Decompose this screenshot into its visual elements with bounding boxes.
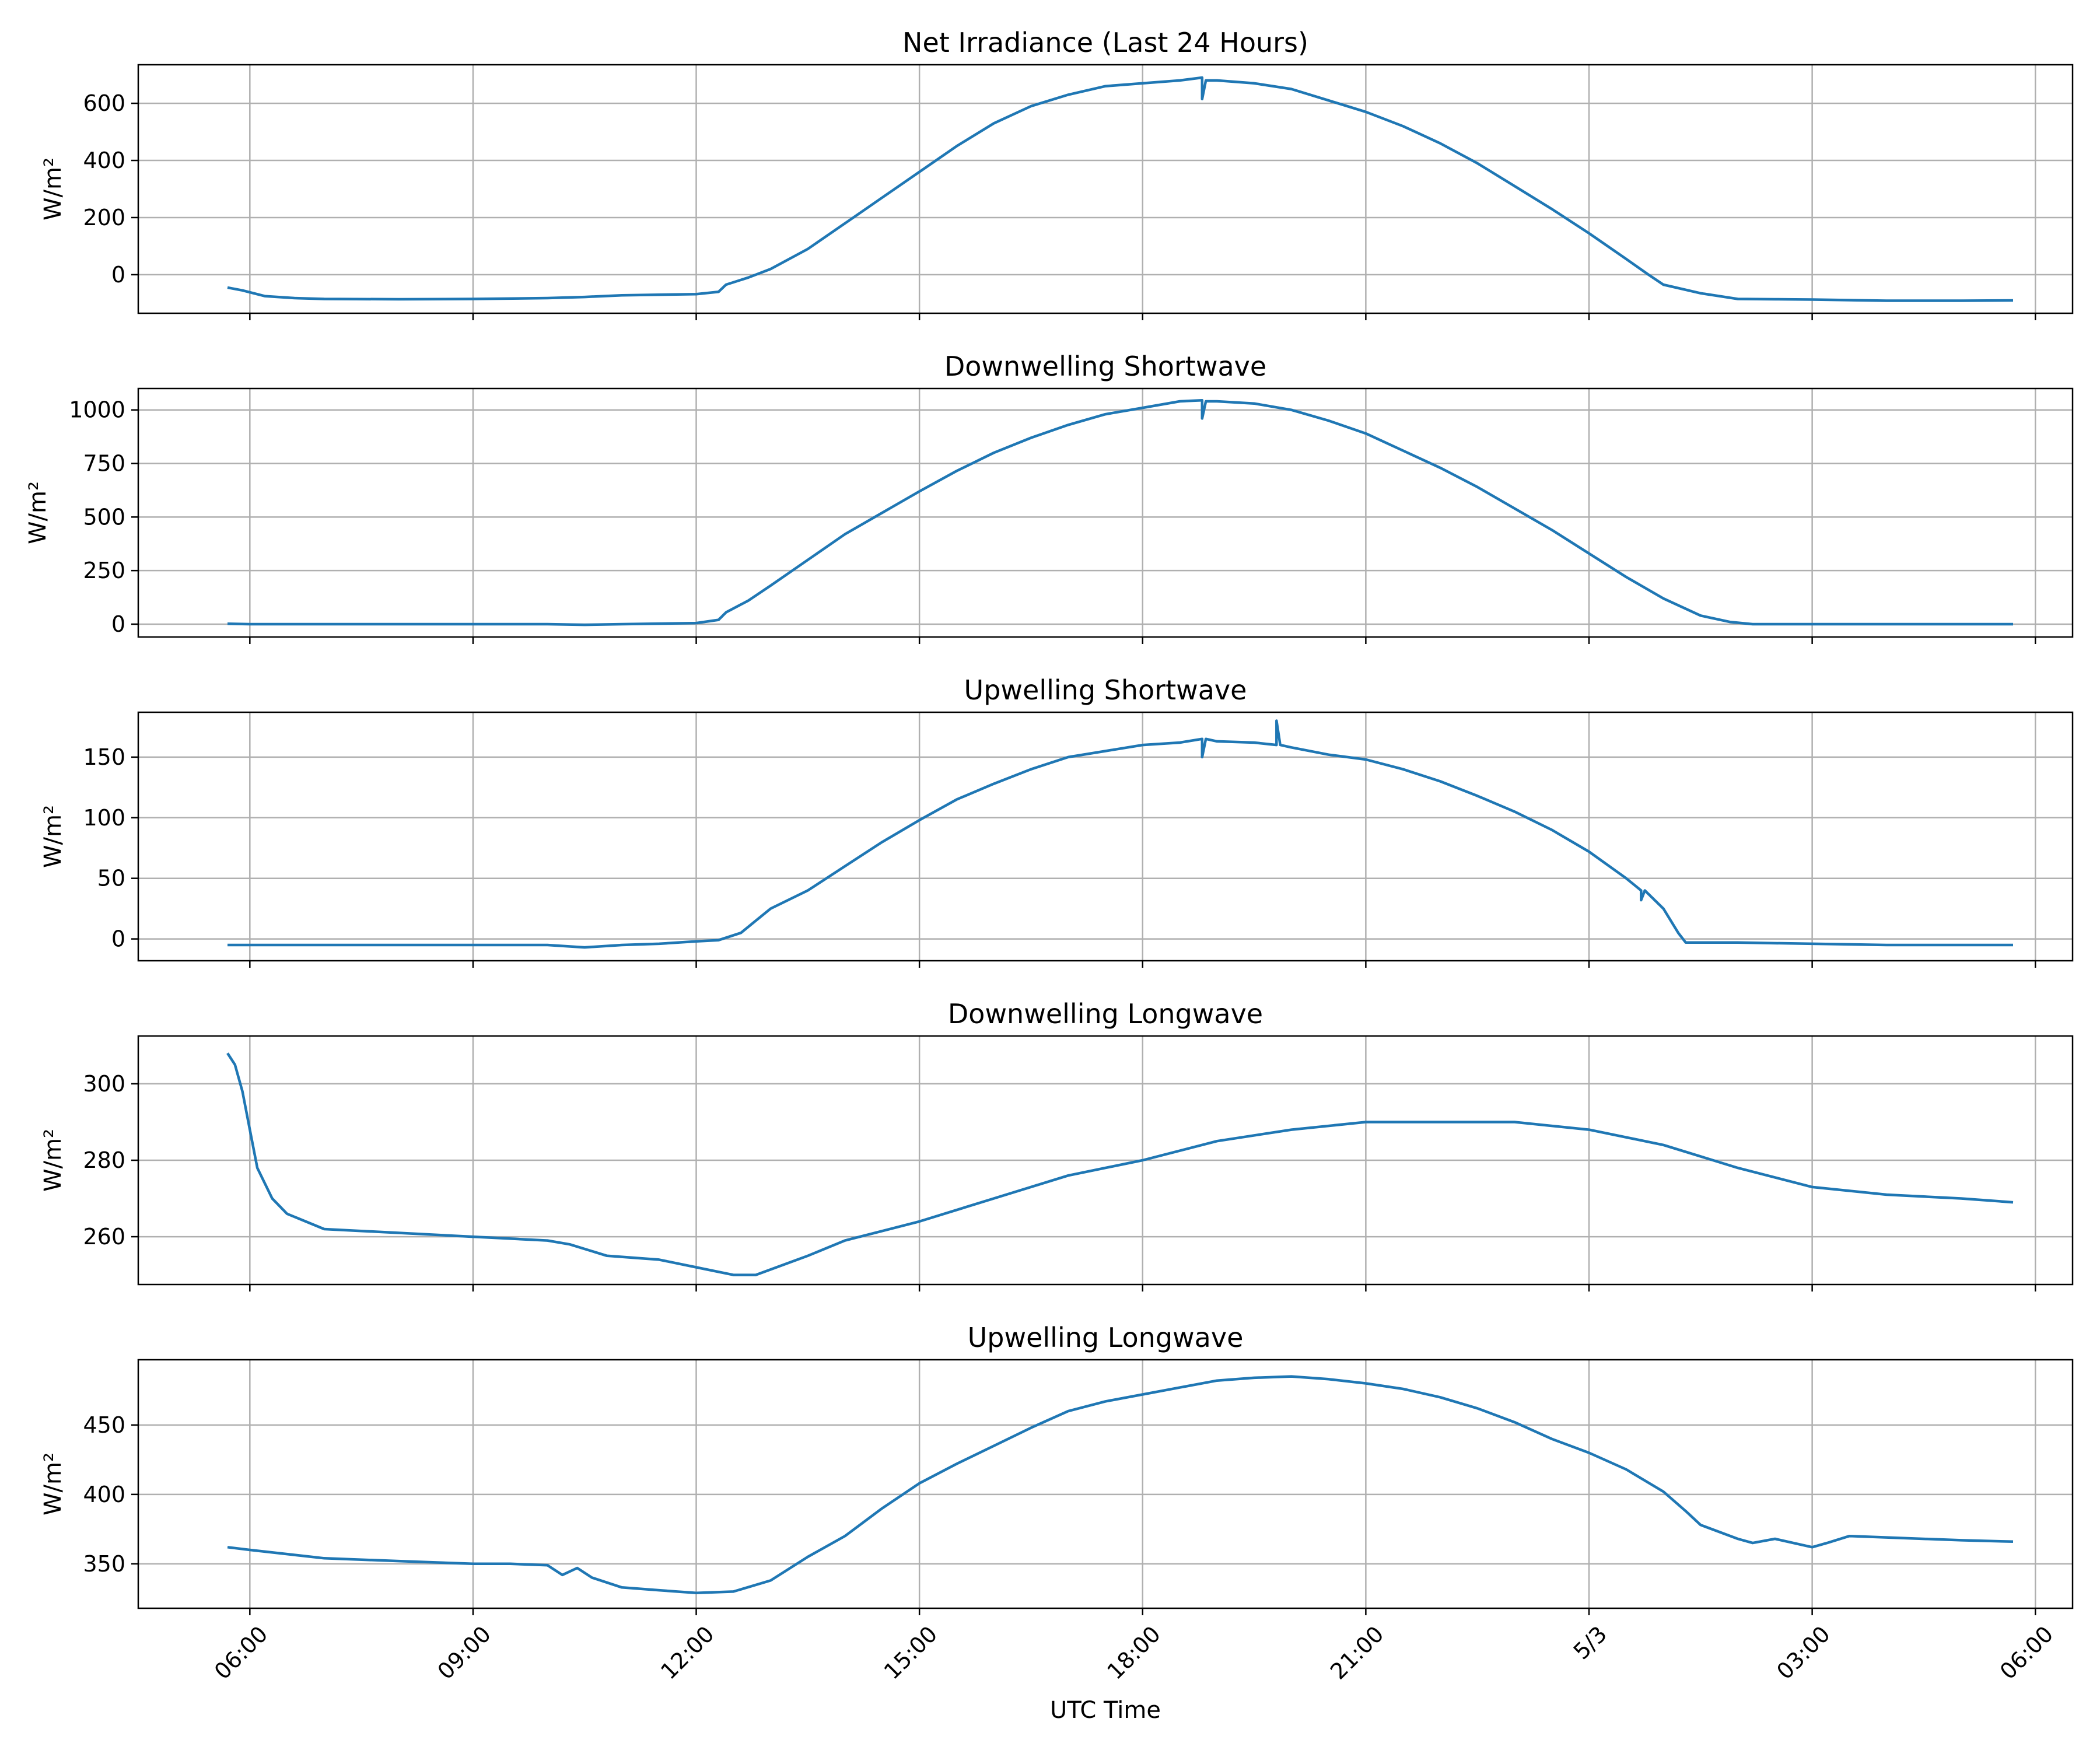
subplots: 0 200 400 600 Net Irradiance (Last 24 Hours)…: [24, 27, 2074, 1615]
y-tick-label: 750: [83, 451, 125, 477]
y-axis-label: W/m²: [40, 1129, 66, 1192]
y-tick-label: 400: [83, 1482, 125, 1507]
subplot-title: Upwelling Shortwave: [964, 674, 1247, 706]
y-tick-label: 200: [83, 205, 125, 230]
subplot-title: Upwelling Longwave: [968, 1322, 1244, 1353]
y-tick-label: 150: [83, 744, 125, 770]
y-tick-label: 50: [97, 866, 125, 891]
data-line: [227, 398, 2013, 626]
y-tick-label: 350: [83, 1551, 125, 1577]
y-tick-label: 300: [83, 1071, 125, 1097]
y-tick-label: 100: [83, 805, 125, 831]
plot-frame: [137, 711, 2074, 962]
subplot-4: 260 280 300 Downwelling Longwave W/m²: [40, 998, 2074, 1292]
data-line: [226, 1052, 2014, 1276]
subplot-title: Net Irradiance (Last 24 Hours): [902, 27, 1308, 58]
plot-frame: [137, 1035, 2074, 1286]
y-axis-label: W/m²: [40, 158, 66, 220]
y-axis-label: W/m²: [24, 481, 51, 544]
subplot-3: 0 50 100 150 Upwelling Shortwave W/m²: [40, 674, 2074, 968]
y-tick-label: 0: [111, 926, 125, 952]
subplot-5: 350 400 450 Upwelling Longwave W/m²: [40, 1322, 2074, 1615]
subplot-2: 0 250 500 750 1000 Downwelling Shortwave W/m²: [24, 351, 2074, 644]
y-axis-label: W/m²: [40, 805, 66, 868]
subplot-1: 0 200 400 600 Net Irradiance (Last 24 Hours)…: [40, 27, 2074, 320]
y-tick-label: 250: [83, 558, 125, 583]
y-tick-label: 500: [83, 504, 125, 530]
y-tick-label: 1000: [69, 397, 125, 423]
subplot-title: Downwelling Shortwave: [944, 351, 1266, 382]
data-line: [227, 76, 2014, 302]
y-tick-label: 0: [111, 262, 125, 288]
data-line: [227, 1375, 2014, 1595]
data-line: [228, 719, 2013, 949]
y-tick-label: 260: [83, 1224, 125, 1250]
y-tick-label: 400: [83, 148, 125, 173]
plot-frame: [137, 1359, 2074, 1609]
x-axis-label: UTC Time: [1050, 1697, 1161, 1724]
subplot-title: Downwelling Longwave: [948, 998, 1263, 1030]
y-tick-label: 450: [83, 1412, 125, 1438]
y-tick-label: 600: [83, 90, 125, 116]
plot-frame: [137, 387, 2074, 638]
y-tick-label: 280: [83, 1147, 125, 1173]
plot-frame: [137, 64, 2074, 314]
y-axis-label: W/m²: [40, 1452, 66, 1516]
y-tick-label: 0: [111, 611, 125, 637]
